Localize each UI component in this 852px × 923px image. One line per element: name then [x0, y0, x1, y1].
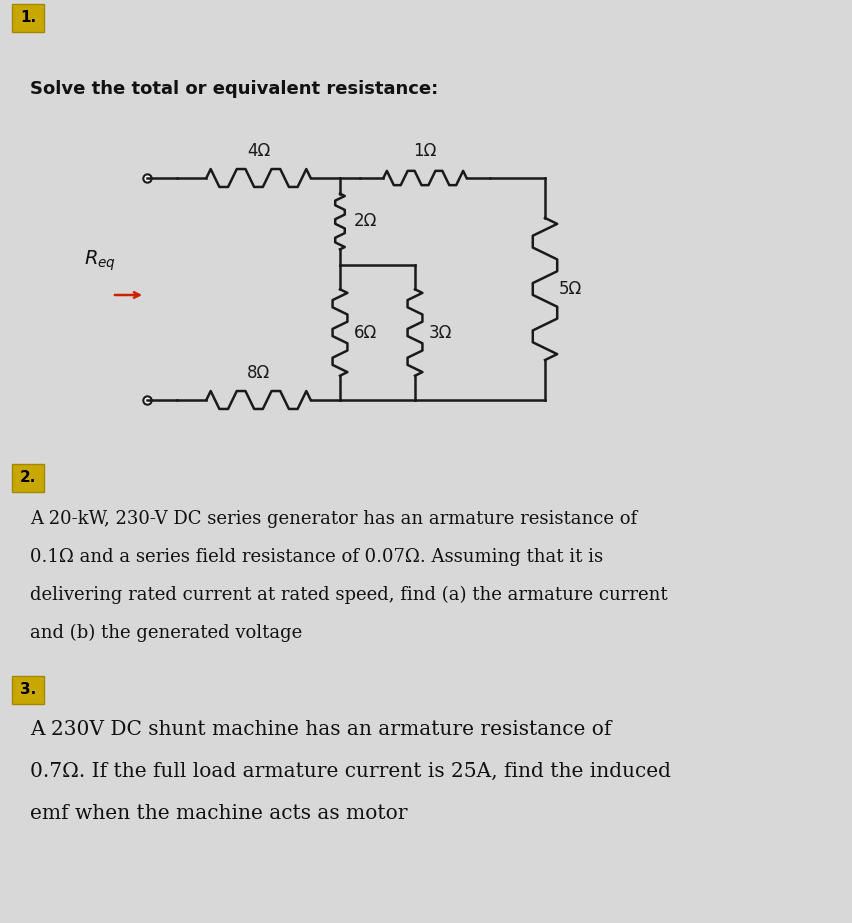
- Text: 5Ω: 5Ω: [558, 280, 582, 298]
- Text: $R_{eq}$: $R_{eq}$: [83, 248, 116, 273]
- Text: A 20-kW, 230-V DC series generator has an armature resistance of: A 20-kW, 230-V DC series generator has a…: [30, 510, 636, 528]
- Text: 3.: 3.: [20, 682, 36, 698]
- Text: A 230V DC shunt machine has an armature resistance of: A 230V DC shunt machine has an armature …: [30, 720, 611, 739]
- Text: 0.1Ω and a series field resistance of 0.07Ω. Assuming that it is: 0.1Ω and a series field resistance of 0.…: [30, 548, 602, 566]
- Text: delivering rated current at rated speed, find (a) the armature current: delivering rated current at rated speed,…: [30, 586, 667, 605]
- Text: 8Ω: 8Ω: [246, 364, 270, 382]
- Text: 6Ω: 6Ω: [354, 323, 377, 342]
- Text: emf when the machine acts as motor: emf when the machine acts as motor: [30, 804, 407, 823]
- Text: 0.7Ω. If the full load armature current is 25A, find the induced: 0.7Ω. If the full load armature current …: [30, 762, 671, 781]
- Text: 4Ω: 4Ω: [246, 142, 270, 160]
- Text: 2.: 2.: [20, 471, 36, 485]
- FancyBboxPatch shape: [12, 4, 44, 32]
- Text: 3Ω: 3Ω: [429, 323, 452, 342]
- Text: 1.: 1.: [20, 10, 36, 26]
- Text: 2Ω: 2Ω: [354, 212, 377, 231]
- FancyBboxPatch shape: [12, 676, 44, 704]
- Text: Solve the total or equivalent resistance:: Solve the total or equivalent resistance…: [30, 80, 438, 98]
- Text: 1Ω: 1Ω: [413, 142, 436, 160]
- Text: and (b) the generated voltage: and (b) the generated voltage: [30, 624, 302, 642]
- FancyBboxPatch shape: [12, 464, 44, 492]
